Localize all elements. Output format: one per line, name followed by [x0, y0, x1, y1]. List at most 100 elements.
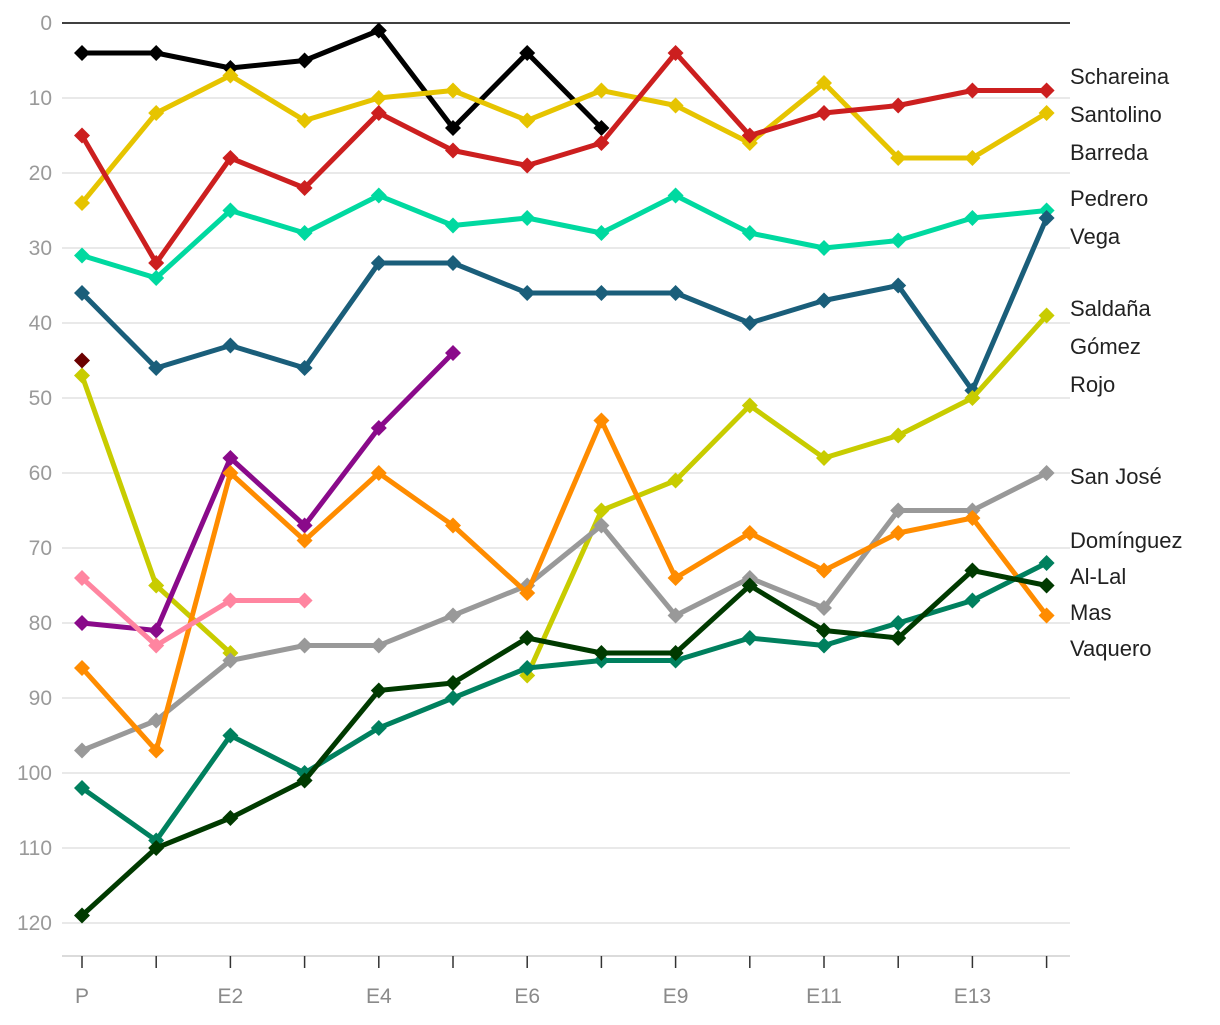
data-point [296, 225, 313, 241]
series-line [79, 215, 1050, 393]
y-tick-label: 30 [29, 237, 52, 260]
series-salda-a [74, 307, 1055, 684]
data-point [593, 502, 610, 519]
data-point [370, 255, 387, 271]
data-point [74, 45, 90, 61]
data-point [222, 810, 239, 826]
legend-entry: Vaquero [1070, 636, 1152, 661]
data-point [74, 780, 90, 796]
data-point [890, 150, 907, 166]
series-schareina [74, 22, 610, 136]
data-point [370, 187, 387, 204]
data-point [890, 232, 907, 249]
series-line [79, 418, 1050, 753]
data-point [816, 622, 832, 639]
data-point [1038, 105, 1055, 121]
y-tick-label: 60 [29, 462, 52, 485]
data-point [74, 367, 90, 384]
x-tick-label: E6 [514, 985, 540, 1008]
data-point [296, 592, 313, 609]
data-point [148, 270, 165, 286]
y-tick-label: 80 [29, 612, 52, 635]
data-point [741, 225, 758, 241]
data-point [816, 637, 832, 654]
data-point [296, 112, 313, 129]
data-point [222, 465, 239, 481]
data-point [816, 562, 832, 579]
data-point [148, 105, 165, 121]
series-line [79, 575, 308, 648]
series-barreda [74, 45, 1055, 271]
data-point [964, 510, 981, 526]
series-g-mez [74, 345, 461, 639]
data-point [593, 225, 610, 241]
axes: 0 10 20 30 40 50 60 70 80 90 100 110 120 P E2 E4 E6 E9 E11… [17, 12, 1070, 1008]
data-point [519, 45, 536, 61]
x-tick-label: E4 [366, 985, 392, 1008]
data-point [296, 52, 313, 69]
data-point [593, 82, 610, 99]
data-point [890, 502, 907, 519]
series-line [79, 28, 604, 131]
data-point [445, 607, 461, 624]
data-point [519, 285, 536, 301]
data-point [816, 450, 832, 466]
data-point [964, 390, 981, 406]
gridlines [62, 22, 1070, 924]
data-point [667, 472, 684, 489]
data-point [222, 652, 239, 669]
legend-entry: Vega [1070, 224, 1121, 249]
series-lines [74, 22, 1055, 924]
data-point [445, 690, 461, 706]
series-dom-nguez [74, 412, 1055, 759]
data-point [445, 675, 461, 691]
y-tick-label: 40 [29, 312, 52, 335]
data-point [370, 105, 387, 121]
data-point [1038, 607, 1055, 624]
series-line [79, 560, 1050, 843]
data-point [741, 525, 758, 541]
data-point [816, 600, 832, 616]
y-tick-label: 70 [29, 537, 52, 560]
data-point [222, 450, 239, 466]
data-point [890, 525, 907, 541]
x-tick-label: E2 [218, 985, 244, 1008]
data-point [519, 157, 536, 174]
y-tick-label: 10 [29, 87, 52, 110]
data-point [148, 577, 165, 594]
data-point [148, 840, 165, 856]
data-point [74, 742, 90, 759]
series-line [79, 50, 1050, 266]
data-point [222, 592, 239, 609]
data-point [296, 637, 313, 654]
data-point [667, 645, 684, 661]
data-point [445, 517, 461, 534]
legend-entry: Santolino [1070, 102, 1162, 127]
y-tick-label: 0 [40, 12, 52, 35]
series-mas [74, 570, 313, 654]
data-point [222, 337, 239, 354]
data-point [816, 75, 832, 91]
data-point [890, 615, 907, 631]
data-point [964, 592, 981, 609]
x-tick-label: P [75, 985, 89, 1008]
data-point [74, 570, 90, 586]
data-point [74, 127, 90, 144]
data-point [667, 570, 684, 586]
data-point [667, 45, 684, 61]
data-point [519, 660, 536, 676]
legend-entry: Pedrero [1070, 186, 1148, 211]
data-point [890, 427, 907, 444]
data-point [222, 67, 239, 84]
x-tick-label: E9 [663, 985, 689, 1008]
data-point [519, 210, 536, 226]
data-point [148, 360, 165, 376]
data-point [370, 465, 387, 481]
legend-entry: Schareina [1070, 64, 1170, 89]
data-point [964, 562, 981, 579]
data-point [296, 772, 313, 789]
data-point [148, 255, 165, 271]
legend-entry: San José [1070, 464, 1162, 489]
data-point [741, 397, 758, 414]
